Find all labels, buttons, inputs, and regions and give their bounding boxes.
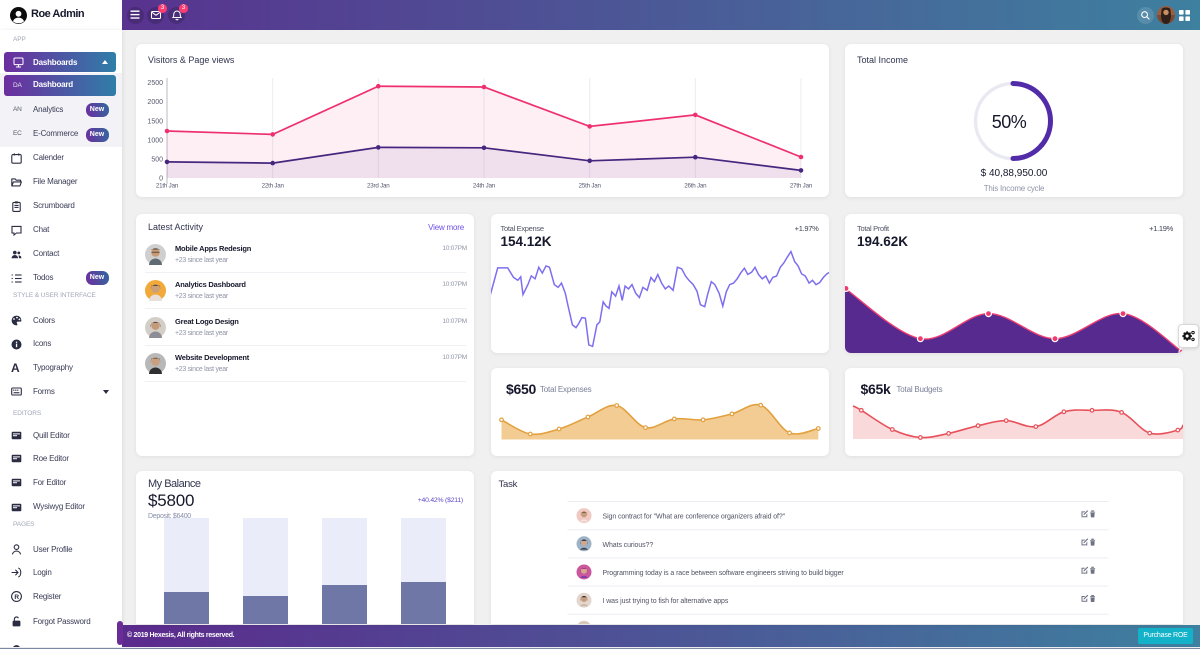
svg-text:I was just trying to fish for: I was just trying to fish for alternativ… <box>602 598 728 605</box>
svg-text:1500: 1500 <box>147 118 163 125</box>
svg-text:1000: 1000 <box>147 137 163 144</box>
svg-text:0: 0 <box>159 176 163 183</box>
svg-text:R: R <box>14 594 19 601</box>
svg-text:Whats curious??: Whats curious?? <box>602 542 653 549</box>
svg-text:2500: 2500 <box>147 80 163 87</box>
svg-text:25th Jan: 25th Jan <box>579 183 602 190</box>
svg-text:23rd Jan: 23rd Jan <box>367 183 390 190</box>
svg-text:26th Jan: 26th Jan <box>684 183 707 190</box>
svg-text:Programming today is a race be: Programming today is a race between soft… <box>602 570 844 577</box>
svg-text:2000: 2000 <box>147 99 163 106</box>
svg-text:21th Jan: 21th Jan <box>156 183 179 190</box>
svg-text:22th Jan: 22th Jan <box>262 183 285 190</box>
svg-text:24th Jan: 24th Jan <box>473 183 496 190</box>
svg-text:27th Jan: 27th Jan <box>790 183 813 190</box>
svg-text:Sign contract for "What are co: Sign contract for "What are conference o… <box>602 514 785 521</box>
svg-text:500: 500 <box>151 157 163 164</box>
